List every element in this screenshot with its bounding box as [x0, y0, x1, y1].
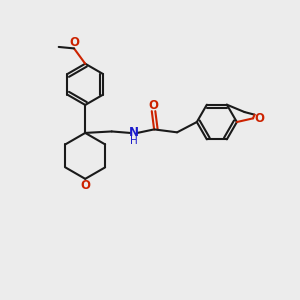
Text: O: O: [70, 36, 80, 49]
Text: O: O: [254, 112, 264, 125]
Text: O: O: [148, 99, 158, 112]
Text: O: O: [80, 179, 90, 192]
Text: N: N: [129, 126, 139, 140]
Text: H: H: [130, 136, 138, 146]
